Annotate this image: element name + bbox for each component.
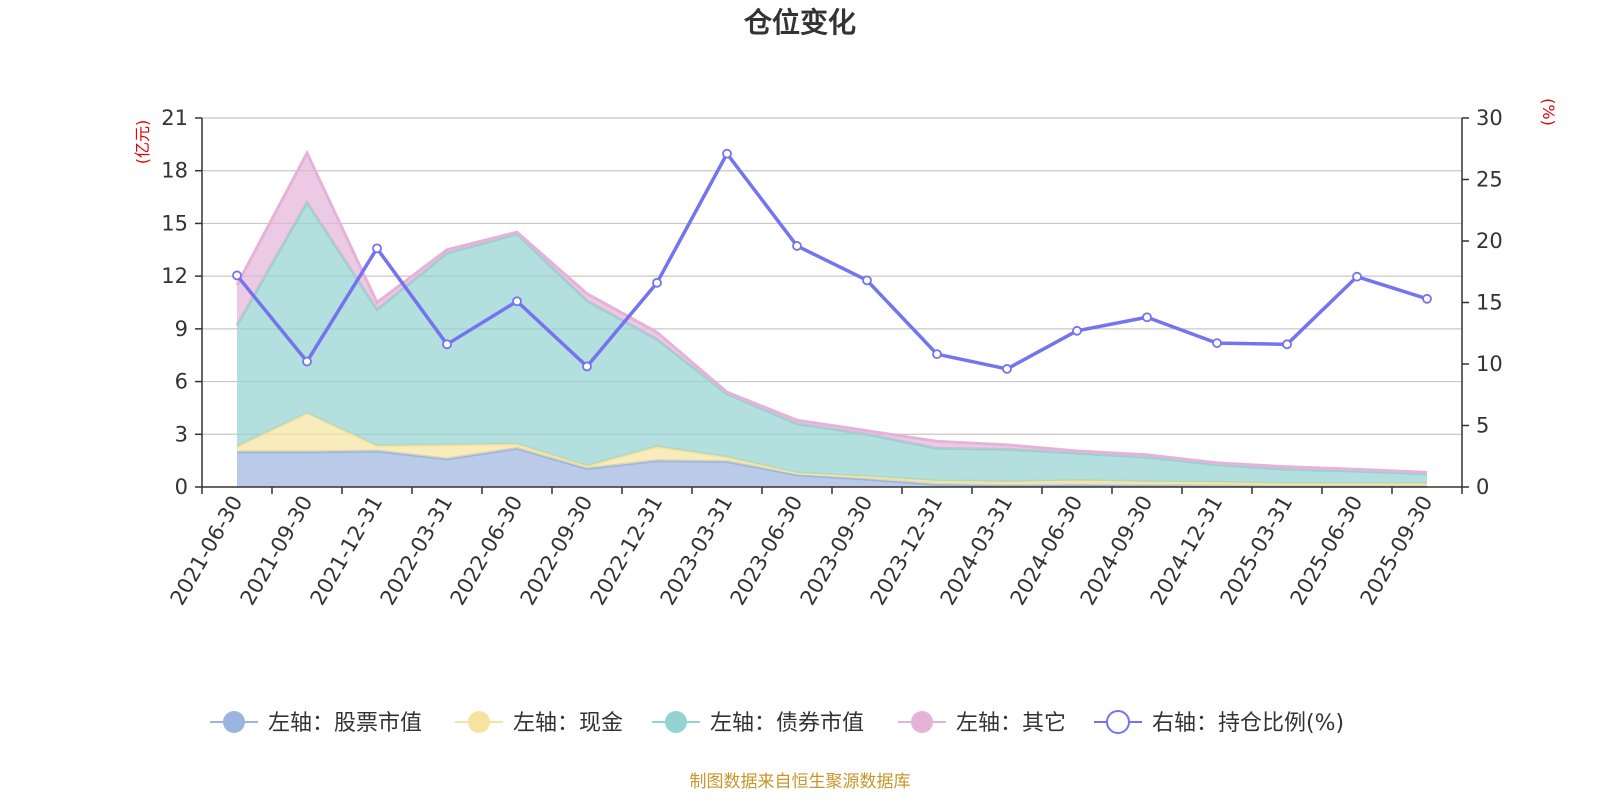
legend-item-3: 左轴：其它 bbox=[898, 711, 1066, 736]
line-point bbox=[512, 296, 522, 307]
line-point bbox=[1422, 293, 1432, 304]
area-layer bbox=[235, 149, 1428, 488]
x-tick-label: 2025-06-30 bbox=[1286, 492, 1368, 610]
left-tick-label: 0 bbox=[175, 475, 188, 499]
line-point bbox=[862, 275, 872, 286]
legend-marker bbox=[468, 711, 490, 733]
legend: 左轴：股票市值 左轴：现金 左轴：债券市值 左轴：其它 右轴：持仓比例(%) bbox=[210, 710, 1344, 736]
x-tick-label: 2022-09-30 bbox=[516, 492, 598, 610]
line-layer bbox=[232, 148, 1432, 374]
left-tick-label: 3 bbox=[175, 422, 188, 446]
line-point bbox=[652, 277, 662, 288]
line-point bbox=[1352, 271, 1362, 282]
legend-label: 左轴：现金 bbox=[513, 711, 623, 736]
right-tick-label: 20 bbox=[1476, 229, 1503, 253]
line-point bbox=[792, 241, 802, 251]
chart-title: 仓位变化 bbox=[744, 6, 856, 39]
line-point bbox=[582, 361, 592, 372]
area-series-1 bbox=[237, 413, 1427, 487]
legend-item-1: 左轴：现金 bbox=[455, 711, 623, 736]
x-tick-label: 2024-06-30 bbox=[1006, 492, 1088, 610]
x-tick-label: 2021-12-31 bbox=[306, 492, 388, 610]
legend-label: 右轴：持仓比例(%) bbox=[1152, 711, 1344, 736]
x-tick-label: 2023-03-31 bbox=[656, 492, 738, 610]
line-point bbox=[722, 148, 732, 159]
line-point bbox=[1282, 339, 1292, 350]
left-tick-label: 9 bbox=[175, 317, 188, 341]
legend-item-4: 右轴：持仓比例(%) bbox=[1094, 710, 1344, 736]
x-tick-label: 2025-09-30 bbox=[1356, 492, 1438, 610]
right-axis-unit: (%) bbox=[1539, 98, 1558, 126]
area-edge-series-3 bbox=[235, 149, 1428, 474]
x-tick-label: 2023-06-30 bbox=[726, 492, 808, 610]
left-tick-label: 15 bbox=[161, 211, 188, 235]
x-tick-label: 2023-12-31 bbox=[866, 492, 948, 610]
line-series-4 bbox=[235, 151, 1428, 371]
line-point bbox=[232, 270, 242, 281]
left-axis-unit: (亿元) bbox=[133, 120, 152, 165]
right-tick-label: 15 bbox=[1476, 291, 1503, 315]
legend-marker bbox=[665, 711, 687, 733]
legend-item-0: 左轴：股票市值 bbox=[210, 711, 422, 736]
right-tick-label: 25 bbox=[1476, 168, 1503, 192]
left-tick-label: 12 bbox=[161, 264, 188, 288]
line-point bbox=[1002, 364, 1012, 374]
legend-marker bbox=[1106, 710, 1130, 734]
right-tick-label: 30 bbox=[1476, 106, 1503, 130]
left-tick-label: 6 bbox=[175, 370, 188, 394]
legend-item-2: 左轴：债券市值 bbox=[652, 711, 864, 736]
line-point bbox=[372, 243, 382, 254]
right-tick-label: 5 bbox=[1476, 414, 1489, 438]
x-tick-label: 2025-03-31 bbox=[1216, 492, 1298, 610]
line-point bbox=[1212, 338, 1222, 348]
line-point bbox=[932, 349, 942, 360]
x-tick-label: 2022-06-30 bbox=[446, 492, 528, 610]
x-tick-label: 2023-09-30 bbox=[796, 492, 878, 610]
left-tick-label: 21 bbox=[161, 106, 188, 130]
line-point bbox=[1072, 325, 1082, 336]
line-point bbox=[302, 356, 312, 367]
line-point bbox=[1142, 312, 1152, 323]
legend-label: 左轴：股票市值 bbox=[268, 711, 422, 736]
x-tick-label: 2021-06-30 bbox=[166, 492, 248, 610]
x-tick-label: 2021-09-30 bbox=[236, 492, 318, 610]
x-tick-label: 2022-03-31 bbox=[376, 492, 458, 610]
x-tick-label: 2024-09-30 bbox=[1076, 492, 1158, 610]
line-point bbox=[442, 339, 452, 350]
source-note: 制图数据来自恒生聚源数据库 bbox=[690, 772, 911, 792]
right-tick-label: 0 bbox=[1476, 475, 1489, 499]
legend-label: 左轴：其它 bbox=[956, 711, 1066, 736]
legend-marker bbox=[911, 711, 933, 733]
legend-label: 左轴：债券市值 bbox=[710, 711, 864, 736]
x-tick-label: 2024-12-31 bbox=[1146, 492, 1228, 610]
left-tick-label: 18 bbox=[161, 159, 188, 183]
x-tick-label: 2022-12-31 bbox=[586, 492, 668, 610]
area-series-0 bbox=[237, 448, 1427, 487]
x-tick-label: 2024-03-31 bbox=[936, 492, 1018, 610]
legend-marker bbox=[223, 711, 245, 733]
area-series-2 bbox=[237, 202, 1427, 484]
right-tick-label: 10 bbox=[1476, 352, 1503, 376]
